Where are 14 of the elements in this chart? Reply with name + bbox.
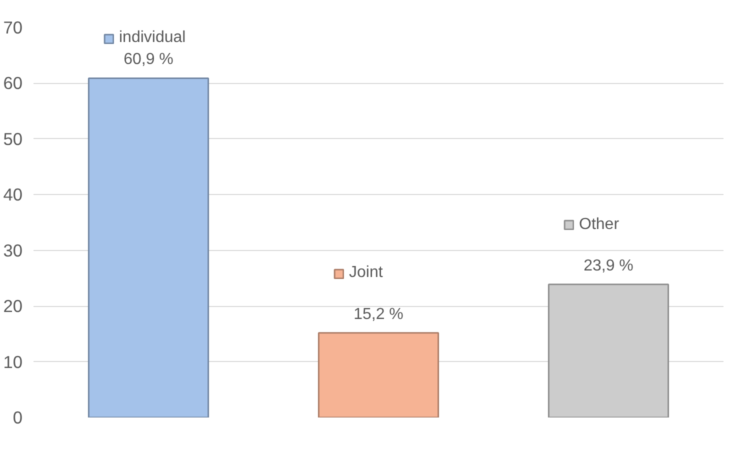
y-tick-label: 60	[3, 73, 23, 94]
data-label: 15,2 %	[354, 306, 404, 323]
y-tick-label: 40	[3, 184, 23, 205]
y-tick-label: 70	[3, 18, 23, 38]
data-label: 60,9 %	[124, 51, 174, 68]
legend-label: individual	[119, 29, 186, 47]
legend-label: Other	[579, 216, 620, 234]
y-tick-label: 50	[3, 128, 23, 149]
y-tick-label: 0	[12, 408, 23, 428]
legend-label: Joint	[349, 264, 383, 282]
y-tick-label: 10	[3, 352, 23, 372]
data-label: 23,9 %	[584, 257, 634, 274]
y-tick-label: 20	[3, 296, 23, 316]
y-tick-label: 30	[3, 240, 23, 260]
